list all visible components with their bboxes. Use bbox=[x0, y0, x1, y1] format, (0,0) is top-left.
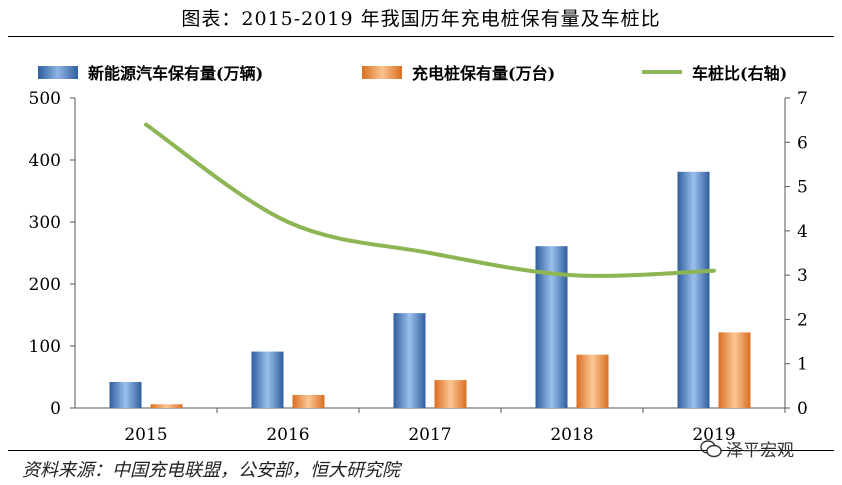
source-note: 资料来源：中国充电联盟，公安部，恒大研究院 bbox=[22, 460, 400, 481]
y-right-tick-label: 4 bbox=[797, 222, 808, 242]
bar-nev bbox=[677, 171, 710, 408]
chart-title: 图表：2015-2019 年我国历年充电桩保有量及车桩比 bbox=[181, 8, 661, 30]
bar-pile bbox=[576, 354, 609, 408]
title-divider bbox=[8, 36, 834, 37]
y-left-tick-label: 100 bbox=[29, 337, 61, 357]
x-tick-label: 2018 bbox=[550, 425, 593, 445]
y-right-tick-label: 1 bbox=[797, 355, 808, 375]
bar-pile bbox=[150, 404, 183, 408]
y-left-tick-label: 400 bbox=[29, 151, 61, 171]
bar-pile bbox=[718, 332, 751, 408]
y-right-tick-label: 2 bbox=[797, 310, 808, 330]
legend: 新能源汽车保有量(万辆) 充电桩保有量(万台) 车桩比(右轴) bbox=[0, 60, 842, 84]
x-tick-label: 2015 bbox=[124, 425, 167, 445]
y-right-tick-label: 7 bbox=[797, 89, 808, 109]
y-right-tick-label: 0 bbox=[797, 399, 808, 419]
x-tick-label: 2017 bbox=[408, 425, 451, 445]
legend-swatch-pile bbox=[362, 65, 402, 79]
y-left-tick-label: 0 bbox=[50, 399, 61, 419]
legend-item-ratio: 车桩比(右轴) bbox=[642, 60, 787, 84]
line-ratio bbox=[144, 122, 716, 278]
y-right-tick-label: 5 bbox=[797, 178, 808, 198]
bar-nev bbox=[393, 313, 426, 408]
watermark-label: 泽平宏观 bbox=[726, 441, 794, 461]
y-left-tick-label: 500 bbox=[29, 89, 61, 109]
legend-swatch-nev bbox=[38, 65, 78, 79]
y-left-tick-label: 300 bbox=[29, 213, 61, 233]
legend-item-nev: 新能源汽车保有量(万辆) bbox=[38, 60, 263, 84]
legend-label-nev: 新能源汽车保有量(万辆) bbox=[88, 64, 264, 83]
legend-label-ratio: 车桩比(右轴) bbox=[692, 64, 788, 83]
bar-nev bbox=[109, 381, 142, 408]
y-left-tick-label: 200 bbox=[29, 275, 61, 295]
footer-divider bbox=[8, 450, 834, 451]
x-tick-label: 2016 bbox=[266, 425, 309, 445]
bar-pile bbox=[292, 394, 325, 408]
bar-pile bbox=[434, 380, 467, 408]
x-tick-label: 2019 bbox=[692, 425, 735, 445]
legend-item-pile: 充电桩保有量(万台) bbox=[362, 60, 555, 84]
legend-swatch-ratio bbox=[642, 70, 682, 74]
watermark: 泽平宏观 bbox=[700, 436, 794, 461]
y-right-tick-label: 6 bbox=[797, 133, 808, 153]
bar-nev bbox=[251, 351, 284, 408]
y-right-tick-label: 3 bbox=[797, 266, 808, 286]
wechat-icon bbox=[700, 439, 722, 457]
legend-label-pile: 充电桩保有量(万台) bbox=[412, 64, 556, 83]
